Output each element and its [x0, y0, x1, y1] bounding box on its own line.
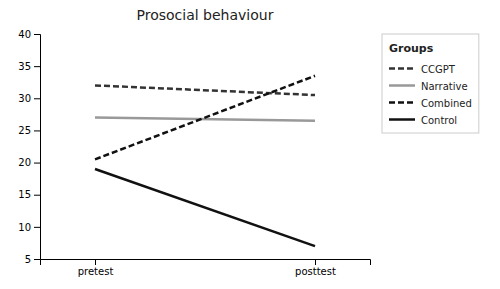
legend: Groups CCGPT Narrative Combined Control	[382, 34, 479, 133]
tick-mark	[315, 259, 316, 265]
tick-label: pretest	[78, 266, 114, 277]
line	[95, 169, 315, 246]
tick-mark	[95, 259, 96, 265]
tick: 10	[18, 222, 40, 233]
tick-mark	[34, 195, 40, 196]
legend-swatch	[389, 101, 415, 104]
legend-item: Narrative	[389, 81, 468, 92]
legend-label: Combined	[421, 98, 472, 109]
tick-mark	[34, 130, 40, 131]
tick: 20	[18, 157, 40, 168]
tick: 30	[18, 93, 40, 104]
tick: 40	[18, 29, 40, 40]
legend-item: Control	[389, 115, 457, 126]
tick-label: posttest	[295, 266, 336, 277]
legend-title: Groups	[389, 42, 434, 55]
y-axis: 5 10 15 20 25 30 35 40	[18, 29, 40, 265]
tick-label: 25	[18, 125, 31, 136]
tick: 5	[25, 254, 40, 265]
legend-label: Control	[421, 115, 457, 126]
tick: posttest	[295, 259, 336, 277]
tick-label: 15	[18, 189, 31, 200]
line	[95, 85, 315, 95]
plot: 5 10 15 20 25 30 35 40 pretest posttest	[18, 29, 370, 277]
legend-swatch	[389, 118, 415, 121]
axis-line	[34, 35, 41, 260]
tick: pretest	[78, 259, 114, 277]
legend-label: CCGPT	[421, 64, 456, 75]
tick-mark	[34, 98, 40, 99]
tick-label: 10	[18, 222, 31, 233]
axis-line	[41, 260, 371, 266]
tick-mark	[34, 227, 40, 228]
legend-label: Narrative	[421, 81, 468, 92]
tick-label: 35	[18, 61, 31, 72]
tick-mark	[34, 163, 40, 164]
tick-mark	[34, 34, 40, 35]
lines	[95, 76, 315, 246]
tick: 15	[18, 189, 40, 200]
tick-label: 20	[18, 157, 31, 168]
tick: 35	[18, 61, 40, 72]
x-axis: pretest posttest	[41, 259, 371, 277]
tick: 25	[18, 125, 40, 136]
legend-item: CCGPT	[389, 64, 456, 75]
legend-frame	[382, 34, 479, 133]
tick-label: 30	[18, 93, 31, 104]
chart: 5 10 15 20 25 30 35 40 pretest posttest Prosocial …	[0, 0, 500, 289]
legend-swatch	[389, 84, 415, 87]
line	[95, 76, 315, 160]
legend-item: Combined	[389, 98, 472, 109]
tick-mark	[34, 259, 40, 260]
tick-mark	[34, 66, 40, 67]
tick-label: 40	[18, 29, 31, 40]
title: Prosocial behaviour	[137, 7, 274, 23]
tick-label: 5	[25, 254, 31, 265]
legend-swatch	[389, 67, 415, 70]
